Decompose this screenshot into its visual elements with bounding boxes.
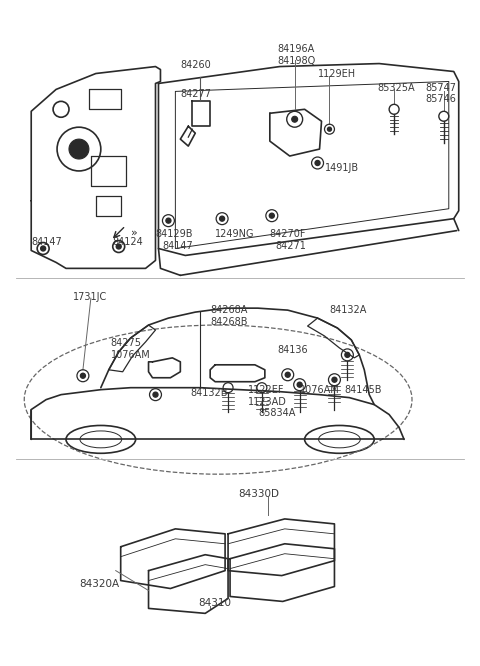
Text: 84268B: 84268B xyxy=(210,317,248,327)
Circle shape xyxy=(220,216,225,221)
Text: 84268A: 84268A xyxy=(210,305,248,315)
Circle shape xyxy=(315,161,320,165)
Text: 84147: 84147 xyxy=(31,236,62,246)
Text: 84147: 84147 xyxy=(162,240,193,250)
Text: 84132B: 84132B xyxy=(190,388,228,398)
Circle shape xyxy=(292,117,298,123)
Text: 1731JC: 1731JC xyxy=(73,292,107,302)
Circle shape xyxy=(332,377,337,382)
Text: 1129EH: 1129EH xyxy=(318,69,356,79)
Circle shape xyxy=(345,352,350,358)
Text: 84275: 84275 xyxy=(111,338,142,348)
Text: 85834A: 85834A xyxy=(258,408,295,418)
Text: 84198Q: 84198Q xyxy=(278,56,316,66)
Text: 1249NG: 1249NG xyxy=(215,228,255,238)
Circle shape xyxy=(116,244,121,249)
Text: 1076AM: 1076AM xyxy=(111,350,151,360)
Text: 84260: 84260 xyxy=(180,59,211,69)
Text: 1123AD: 1123AD xyxy=(248,397,287,407)
Text: 84145B: 84145B xyxy=(344,385,382,395)
Circle shape xyxy=(81,373,85,378)
Text: »: » xyxy=(131,228,137,238)
Text: 84129B: 84129B xyxy=(156,228,193,238)
Text: 84196A: 84196A xyxy=(278,44,315,54)
Text: 84271: 84271 xyxy=(276,240,307,250)
Circle shape xyxy=(41,246,46,251)
Text: 85746: 85746 xyxy=(425,95,456,105)
Circle shape xyxy=(285,372,290,377)
Text: 1122EF: 1122EF xyxy=(248,385,285,395)
Text: 84270F: 84270F xyxy=(270,228,306,238)
Circle shape xyxy=(69,139,89,159)
Text: 85747: 85747 xyxy=(425,83,456,93)
Text: 1076AM: 1076AM xyxy=(300,385,339,395)
Text: 84320A: 84320A xyxy=(79,579,119,589)
Text: 84132A: 84132A xyxy=(329,305,367,315)
Text: 84124: 84124 xyxy=(113,236,144,246)
Circle shape xyxy=(297,382,302,387)
Circle shape xyxy=(269,213,274,218)
Text: 84277: 84277 xyxy=(181,89,212,99)
Circle shape xyxy=(153,392,158,397)
Circle shape xyxy=(166,218,171,223)
Text: 1491JB: 1491JB xyxy=(324,163,359,173)
Text: 85325A: 85325A xyxy=(377,83,415,93)
Text: 84310: 84310 xyxy=(198,599,231,609)
Circle shape xyxy=(327,127,332,131)
Text: 84330D: 84330D xyxy=(238,489,279,499)
Text: 84136: 84136 xyxy=(278,345,309,355)
